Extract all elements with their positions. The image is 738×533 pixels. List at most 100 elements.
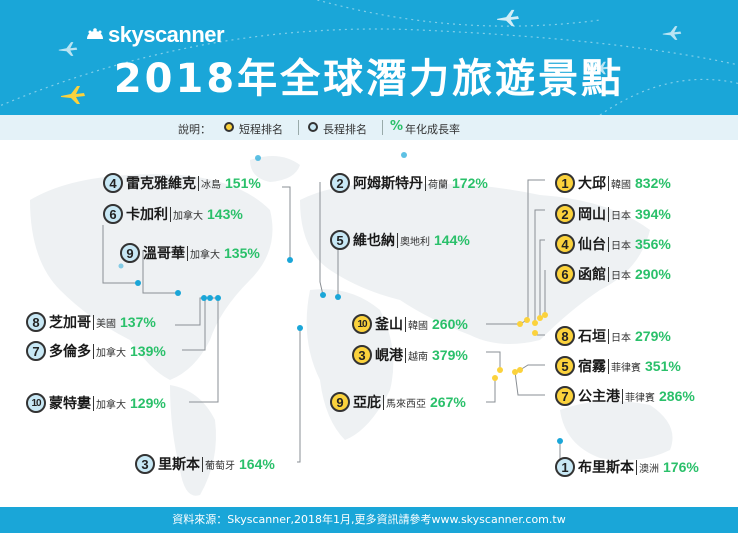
destination-label: 3 里斯本 葡萄牙 164% — [135, 453, 275, 475]
city-name: 多倫多 — [49, 344, 91, 360]
destination-label: 7 公主港 菲律賓 286% — [555, 385, 695, 407]
destination-label: 9 溫哥華 加拿大 135% — [120, 242, 260, 264]
city-name: 布里斯本 — [578, 460, 634, 476]
rank-badge: 3 — [135, 454, 155, 474]
country-name: 越南 — [408, 351, 428, 363]
label-divider — [187, 245, 188, 261]
legend-long: 長程排名 — [323, 123, 367, 136]
label-divider — [608, 358, 609, 374]
country-name: 冰島 — [201, 179, 221, 191]
destination-label: 3 峴港 越南 379% — [352, 344, 468, 366]
destination-label: 4 雷克雅維克 冰島 151% — [103, 172, 261, 194]
destination-label: 2 岡山 日本 394% — [555, 203, 671, 225]
label-divider — [202, 456, 203, 472]
destination-label: 6 函館 日本 290% — [555, 263, 671, 285]
label-divider — [608, 236, 609, 252]
country-name: 澳洲 — [639, 463, 659, 475]
city-name: 宿霧 — [578, 359, 606, 375]
label-divider — [622, 388, 623, 404]
destination-label: 5 維也納 奧地利 144% — [330, 229, 470, 251]
rank-badge: 4 — [103, 173, 123, 193]
label-divider — [383, 394, 384, 410]
growth-rate: 351% — [645, 358, 681, 374]
destination-label: 10 釜山 韓國 260% — [352, 313, 468, 335]
label-divider — [405, 347, 406, 363]
country-name: 加拿大 — [96, 399, 126, 411]
rank-badge: 8 — [26, 312, 46, 332]
growth-rate: 379% — [432, 347, 468, 363]
label-divider — [93, 395, 94, 411]
rank-badge: 7 — [555, 386, 575, 406]
label-divider — [198, 175, 199, 191]
rank-badge: 5 — [555, 356, 575, 376]
destination-label: 7 多倫多 加拿大 139% — [26, 340, 166, 362]
rank-badge: 2 — [555, 204, 575, 224]
growth-rate: 176% — [663, 459, 699, 475]
country-name: 韓國 — [611, 179, 631, 191]
country-name: 日本 — [611, 332, 631, 344]
city-name: 仙台 — [578, 237, 606, 253]
rank-badge: 4 — [555, 234, 575, 254]
rank-badge: 8 — [555, 326, 575, 346]
country-name: 日本 — [611, 270, 631, 282]
rank-badge: 6 — [555, 264, 575, 284]
rank-badge: 1 — [555, 457, 575, 477]
city-name: 芝加哥 — [49, 315, 91, 331]
destination-label: 10 蒙特婁 加拿大 129% — [26, 392, 166, 414]
footer-source: 資料來源：Skyscanner,2018年1月,更多資訊請參考www.skysc… — [0, 507, 738, 533]
growth-rate: 267% — [430, 394, 466, 410]
rank-badge: 6 — [103, 204, 123, 224]
growth-rate: 135% — [224, 245, 260, 261]
growth-rate: 394% — [635, 206, 671, 222]
destination-label: 8 芝加哥 美國 137% — [26, 311, 156, 333]
city-name: 石垣 — [578, 329, 606, 345]
destination-label: 4 仙台 日本 356% — [555, 233, 671, 255]
country-name: 加拿大 — [173, 210, 203, 222]
label-divider — [425, 175, 426, 191]
growth-rate: 356% — [635, 236, 671, 252]
growth-rate: 143% — [207, 206, 243, 222]
city-name: 蒙特婁 — [49, 396, 91, 412]
header-banner: skyscanner 2018年全球潛力旅遊景點 — [0, 0, 738, 115]
flight-paths-decoration — [0, 0, 738, 115]
country-name: 葡萄牙 — [205, 460, 235, 472]
skyscanner-logo-icon — [87, 28, 103, 39]
growth-rate: 832% — [635, 175, 671, 191]
legend-pct-text: 年化成長率 — [405, 123, 460, 136]
country-name: 菲律賓 — [625, 392, 655, 404]
country-name: 美國 — [96, 318, 116, 330]
country-name: 菲律賓 — [611, 362, 641, 374]
legend-label: 說明： — [178, 123, 211, 136]
rank-badge: 7 — [26, 341, 46, 361]
growth-rate: 286% — [659, 388, 695, 404]
country-name: 韓國 — [408, 320, 428, 332]
country-name: 加拿大 — [190, 249, 220, 261]
city-name: 阿姆斯特丹 — [353, 176, 423, 192]
growth-rate: 279% — [635, 328, 671, 344]
legend-divider — [298, 120, 299, 135]
city-name: 卡加利 — [126, 207, 168, 223]
rank-badge: 9 — [120, 243, 140, 263]
growth-rate: 139% — [130, 343, 166, 359]
rank-badge: 3 — [352, 345, 372, 365]
label-divider — [608, 328, 609, 344]
growth-rate: 129% — [130, 395, 166, 411]
country-name: 馬來西亞 — [386, 398, 426, 410]
growth-rate: 172% — [452, 175, 488, 191]
legend-short: 短程排名 — [239, 123, 283, 136]
airplane-icon — [592, 61, 610, 75]
destination-label: 1 大邱 韓國 832% — [555, 172, 671, 194]
label-divider — [397, 232, 398, 248]
country-name: 奧地利 — [400, 236, 430, 248]
destination-label: 8 石垣 日本 279% — [555, 325, 671, 347]
label-divider — [405, 316, 406, 332]
label-divider — [636, 459, 637, 475]
long-haul-dot-icon — [308, 122, 318, 132]
airplane-icon — [662, 26, 682, 40]
city-name: 岡山 — [578, 207, 606, 223]
city-name: 雷克雅維克 — [126, 176, 196, 192]
legend-bar: 說明： 短程排名 長程排名 % 年化成長率 — [0, 115, 738, 140]
destination-label: 5 宿霧 菲律賓 351% — [555, 355, 681, 377]
city-name: 大邱 — [578, 176, 606, 192]
label-divider — [170, 206, 171, 222]
